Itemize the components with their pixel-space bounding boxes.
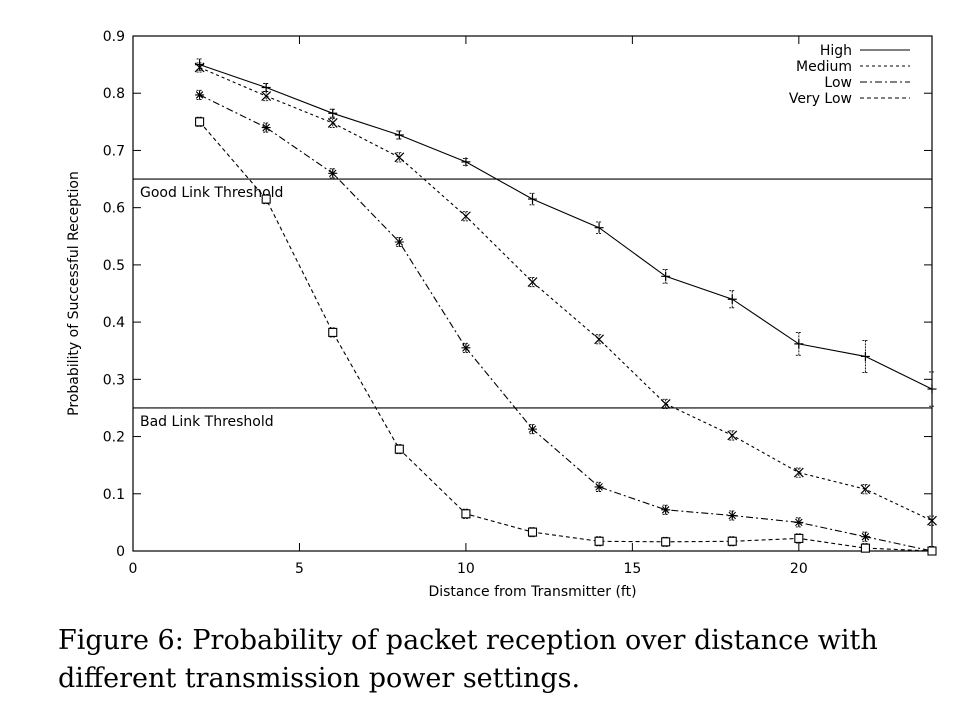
data-point-very-low bbox=[860, 543, 870, 553]
data-point-medium bbox=[860, 484, 871, 495]
threshold-label: Good Link Threshold bbox=[140, 185, 283, 201]
x-tick-label: 20 bbox=[790, 561, 808, 577]
error-bar-high bbox=[929, 371, 935, 407]
data-point-medium bbox=[927, 515, 937, 526]
data-point-low bbox=[661, 505, 671, 515]
error-bar-high bbox=[795, 331, 802, 356]
data-point-high bbox=[594, 223, 604, 233]
series-line-low bbox=[199, 94, 933, 552]
data-point-very-low bbox=[661, 537, 671, 547]
error-bar-high bbox=[729, 290, 736, 309]
data-point-high bbox=[794, 339, 804, 349]
x-tick-label: 5 bbox=[295, 561, 304, 577]
x-axis-label: Distance from Transmitter (ft) bbox=[428, 584, 636, 600]
data-point-low bbox=[727, 511, 737, 521]
data-point-very-low bbox=[727, 536, 737, 546]
series-line-medium bbox=[199, 66, 933, 522]
data-point-very-low bbox=[261, 194, 271, 204]
data-point-medium bbox=[394, 152, 405, 163]
data-point-high bbox=[394, 130, 404, 140]
data-point-high bbox=[860, 351, 870, 361]
data-point-low bbox=[195, 90, 205, 100]
data-point-medium bbox=[527, 277, 538, 287]
legend-label: Medium bbox=[796, 59, 852, 75]
data-point-high bbox=[927, 384, 937, 394]
x-tick-label: 0 bbox=[129, 561, 138, 577]
legend-label: High bbox=[820, 43, 852, 59]
y-tick-label: 0.3 bbox=[103, 372, 125, 388]
y-tick-label: 0.2 bbox=[103, 430, 125, 446]
data-point-very-low bbox=[394, 444, 404, 454]
legend-label: Very Low bbox=[789, 91, 852, 107]
y-axis-label: Probability of Successful Reception bbox=[66, 171, 82, 416]
data-point-very-low bbox=[927, 546, 937, 556]
data-point-medium bbox=[194, 62, 205, 73]
data-point-medium bbox=[660, 399, 671, 409]
data-point-high bbox=[661, 271, 671, 281]
data-point-high bbox=[528, 194, 537, 204]
data-point-medium bbox=[327, 118, 338, 128]
data-point-medium bbox=[261, 91, 272, 102]
data-point-low bbox=[860, 532, 870, 542]
y-tick-label: 0.9 bbox=[103, 29, 125, 45]
data-point-low bbox=[328, 168, 338, 178]
threshold-label: Bad Link Threshold bbox=[140, 414, 274, 430]
data-point-high bbox=[261, 83, 271, 92]
data-point-low bbox=[461, 343, 471, 353]
data-point-low bbox=[261, 123, 271, 133]
data-point-medium bbox=[594, 334, 605, 345]
y-tick-label: 0.1 bbox=[103, 487, 125, 503]
data-point-medium bbox=[460, 211, 471, 222]
data-point-medium bbox=[793, 467, 804, 478]
data-point-very-low bbox=[461, 509, 471, 519]
data-point-very-low bbox=[328, 327, 338, 337]
data-point-very-low bbox=[794, 533, 804, 543]
y-tick-label: 0.7 bbox=[103, 143, 125, 159]
y-tick-label: 0.6 bbox=[103, 201, 125, 217]
x-tick-label: 10 bbox=[457, 561, 475, 577]
data-point-low bbox=[594, 482, 604, 492]
data-point-low bbox=[394, 237, 404, 247]
reception-chart: 0 0.1 0.2 0.3 0.4 0.5 0.6 0.7 0.8 0.9 0 5 10 15 20 Dist… bbox=[66, 29, 937, 600]
x-tick-label: 15 bbox=[623, 561, 641, 577]
data-point-very-low bbox=[195, 117, 205, 127]
series-line-very-low bbox=[199, 121, 933, 552]
legend-label: Low bbox=[824, 75, 852, 91]
data-point-high bbox=[727, 294, 737, 304]
y-tick-label: 0.5 bbox=[103, 258, 125, 274]
data-point-high bbox=[328, 108, 338, 118]
data-point-high bbox=[461, 157, 471, 167]
data-point-low bbox=[794, 517, 804, 527]
data-point-medium bbox=[727, 430, 738, 441]
plot-area: 0 0.1 0.2 0.3 0.4 0.5 0.6 0.7 0.8 0.9 0 5 10 15 20 Dist… bbox=[66, 29, 937, 600]
figure-caption: Figure 6: Probability of packet receptio… bbox=[58, 625, 878, 694]
y-tick-label: 0.4 bbox=[103, 315, 125, 331]
series-line-high bbox=[199, 64, 933, 390]
data-point-very-low bbox=[594, 536, 604, 546]
y-tick-label: 0.8 bbox=[103, 86, 125, 102]
plot-frame bbox=[132, 35, 933, 552]
data-point-low bbox=[528, 424, 537, 434]
y-tick-label: 0 bbox=[116, 544, 125, 560]
data-point-very-low bbox=[527, 527, 538, 537]
